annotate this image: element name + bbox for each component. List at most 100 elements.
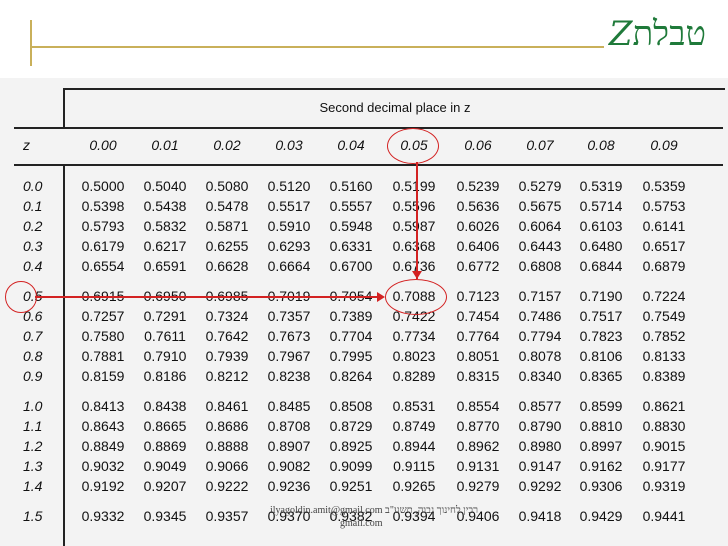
table-cell: 0.8708 — [267, 418, 311, 434]
table-cell: 0.9222 — [205, 478, 249, 494]
table-z-column-divider — [63, 164, 65, 546]
table-cell: 0.6368 — [392, 238, 436, 254]
arrow-right-line — [35, 296, 383, 298]
table-column-header: 0.04 — [337, 137, 365, 153]
table-cell: 0.7881 — [81, 348, 125, 364]
table-cell: 0.8810 — [579, 418, 623, 434]
table-cell: 0.9370 — [267, 508, 311, 524]
table-cell: 0.9099 — [329, 458, 373, 474]
table-cell: 0.7357 — [267, 308, 311, 324]
table-row-z: 0.3 — [23, 238, 43, 254]
table-row-z: 1.4 — [23, 478, 43, 494]
table-cell: 0.8051 — [456, 348, 500, 364]
table-cell: 0.5080 — [205, 178, 249, 194]
table-cell: 0.6217 — [143, 238, 187, 254]
table-cell: 0.6443 — [518, 238, 562, 254]
table-cell: 0.8365 — [579, 368, 623, 384]
table-column-header: 0.07 — [526, 137, 554, 153]
table-cell: 0.7454 — [456, 308, 500, 324]
table-row-z: 0.9 — [23, 368, 43, 384]
table-cell: 0.7852 — [642, 328, 686, 344]
table-row-z: 0.8 — [23, 348, 43, 364]
table-cell: 0.8686 — [205, 418, 249, 434]
table-cell: 0.9049 — [143, 458, 187, 474]
table-cell: 0.9292 — [518, 478, 562, 494]
table-header-title: Second decimal place in z — [319, 100, 471, 115]
table-cell: 0.8106 — [579, 348, 623, 364]
table-cell: 0.5398 — [81, 198, 125, 214]
table-cell: 0.8133 — [642, 348, 686, 364]
z-table-image — [0, 78, 728, 546]
table-cell: 0.5160 — [329, 178, 373, 194]
table-cell: 0.8264 — [329, 368, 373, 384]
table-cell: 0.9177 — [642, 458, 686, 474]
table-cell: 0.6554 — [81, 258, 125, 274]
table-cell: 0.5478 — [205, 198, 249, 214]
table-row-z: 1.5 — [23, 508, 43, 524]
table-cell: 0.8980 — [518, 438, 562, 454]
table-cell: 0.8907 — [267, 438, 311, 454]
table-row-z: 1.2 — [23, 438, 43, 454]
watermark-line-1: ilyagoldin.amit@gmail.com רבין לחינוך גב… — [270, 505, 479, 516]
table-cell: 0.6293 — [267, 238, 311, 254]
table-cell: 0.5714 — [579, 198, 623, 214]
table-cell: 0.8869 — [143, 438, 187, 454]
table-cell: 0.6141 — [642, 218, 686, 234]
table-cell: 0.9251 — [329, 478, 373, 494]
table-cell: 0.9131 — [456, 458, 500, 474]
table-cell: 0.8340 — [518, 368, 562, 384]
table-cell: 0.6517 — [642, 238, 686, 254]
table-cell: 0.7123 — [456, 288, 500, 304]
table-cell: 0.8485 — [267, 398, 311, 414]
table-cell: 0.7291 — [143, 308, 187, 324]
table-cell: 0.5596 — [392, 198, 436, 214]
table-cell: 0.8944 — [392, 438, 436, 454]
accent-vertical-line — [30, 20, 32, 66]
table-cell: 0.8315 — [456, 368, 500, 384]
table-cell: 0.5832 — [143, 218, 187, 234]
table-cell: 0.7190 — [579, 288, 623, 304]
table-cell: 0.8438 — [143, 398, 187, 414]
table-cell: 0.9162 — [579, 458, 623, 474]
arrow-down-line — [416, 162, 418, 279]
table-cell: 0.7764 — [456, 328, 500, 344]
table-cell: 0.8729 — [329, 418, 373, 434]
table-cell: 0.9319 — [642, 478, 686, 494]
table-cell: 0.5239 — [456, 178, 500, 194]
table-cell: 0.8186 — [143, 368, 187, 384]
table-cell: 0.6103 — [579, 218, 623, 234]
table-cell: 0.5910 — [267, 218, 311, 234]
table-cell: 0.5948 — [329, 218, 373, 234]
table-cell: 0.5199 — [392, 178, 436, 194]
table-cell: 0.9382 — [329, 508, 373, 524]
table-cell: 0.9192 — [81, 478, 125, 494]
table-column-header: 0.09 — [650, 137, 678, 153]
table-column-header: 0.01 — [151, 137, 179, 153]
table-cell: 0.6406 — [456, 238, 500, 254]
table-cell: 0.9236 — [267, 478, 311, 494]
table-cell: 0.8289 — [392, 368, 436, 384]
table-cell: 0.9147 — [518, 458, 562, 474]
table-cell: 0.5000 — [81, 178, 125, 194]
table-cell: 0.7486 — [518, 308, 562, 324]
table-cell: 0.6064 — [518, 218, 562, 234]
table-cell: 0.9357 — [205, 508, 249, 524]
table-cell: 0.9306 — [579, 478, 623, 494]
table-cell: 0.8531 — [392, 398, 436, 414]
table-cell: 0.7549 — [642, 308, 686, 324]
table-cell: 0.8159 — [81, 368, 125, 384]
table-cell: 0.5040 — [143, 178, 187, 194]
table-cell: 0.7642 — [205, 328, 249, 344]
watermark-line-2: gmail.com — [340, 518, 383, 529]
table-cell: 0.5319 — [579, 178, 623, 194]
table-cell: 0.6331 — [329, 238, 373, 254]
slide-title: טבלתZ — [609, 14, 706, 54]
table-cell: 0.7224 — [642, 288, 686, 304]
table-cell: 0.7580 — [81, 328, 125, 344]
table-cell: 0.5987 — [392, 218, 436, 234]
table-cell: 0.7157 — [518, 288, 562, 304]
table-cell: 0.6179 — [81, 238, 125, 254]
table-cell: 0.9015 — [642, 438, 686, 454]
table-cell: 0.7794 — [518, 328, 562, 344]
table-cell: 0.7673 — [267, 328, 311, 344]
